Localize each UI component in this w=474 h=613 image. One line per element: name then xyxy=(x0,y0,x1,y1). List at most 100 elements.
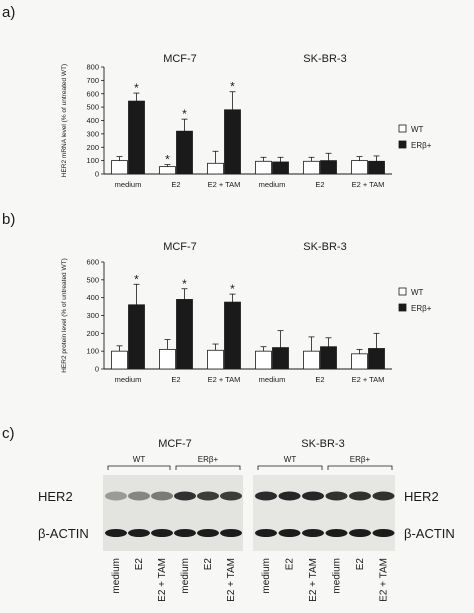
group-title: SK-BR-3 xyxy=(303,53,346,65)
x-tick-label: E2 + TAM xyxy=(208,375,241,384)
y-tick-label: 100 xyxy=(86,347,99,356)
band-actin xyxy=(255,529,277,537)
significance-star: * xyxy=(182,107,187,121)
blot-cell-line-skbr3: SK-BR-3 xyxy=(301,438,344,450)
legend-label-wt: WT xyxy=(411,125,424,134)
blot-group-wt-1: WT xyxy=(133,455,146,464)
legend-swatch-erb xyxy=(398,303,407,312)
blot-bands xyxy=(105,491,395,537)
y-tick-label: 500 xyxy=(86,103,99,112)
significance-star: * xyxy=(182,277,187,291)
row-label-actin-left: β-ACTIN xyxy=(38,526,89,541)
bar-erb xyxy=(272,161,289,175)
legend-label-wt: WT xyxy=(411,288,424,297)
band-her2 xyxy=(325,491,348,501)
band-actin xyxy=(349,529,371,537)
group-title: SK-BR-3 xyxy=(303,241,346,253)
bracket-mcf7-wt xyxy=(107,465,171,470)
band-actin xyxy=(302,529,324,537)
band-actin xyxy=(278,529,301,537)
bar-wt xyxy=(207,349,224,370)
band-actin xyxy=(372,529,395,537)
bar-erb xyxy=(176,130,193,175)
bar-erb xyxy=(320,160,337,175)
bracket-skbr3-wt xyxy=(257,465,323,470)
lane-label: E2 + TAM xyxy=(308,558,319,602)
lane-label: E2 + TAM xyxy=(157,558,168,602)
y-axis-label: HER2 mRNA level (% of untreated WT) xyxy=(61,64,68,177)
y-tick-label: 600 xyxy=(86,89,99,98)
legend-label-erb: ERβ+ xyxy=(411,141,432,150)
band-her2 xyxy=(302,491,324,501)
blot-group-wt-2: WT xyxy=(284,455,297,464)
bar-wt xyxy=(207,162,224,175)
row-label-her2-left: HER2 xyxy=(38,489,73,504)
y-axis-label: HER2 protein level (% of untreated WT) xyxy=(61,258,68,373)
panel-a-label: a) xyxy=(2,4,15,21)
lane-label: E2 xyxy=(355,558,366,571)
y-tick-label: 100 xyxy=(86,156,99,165)
blot-membrane-skbr3 xyxy=(253,475,395,551)
lane-label: medium xyxy=(180,558,191,594)
bar-wt xyxy=(159,348,176,370)
y-tick-label: 500 xyxy=(86,275,99,284)
panel-b-label: b) xyxy=(2,211,15,228)
y-tick-label: 700 xyxy=(86,76,99,85)
bar-erb xyxy=(272,347,289,370)
x-tick-label: E2 xyxy=(171,180,180,189)
bar-wt xyxy=(111,350,128,370)
lane-label: medium xyxy=(111,558,122,594)
y-tick-label: 800 xyxy=(86,63,99,72)
significance-star: * xyxy=(134,81,139,95)
y-tick-label: 600 xyxy=(86,258,99,267)
y-tick-label: 0 xyxy=(95,365,99,374)
y-tick-label: 400 xyxy=(86,293,99,302)
bar-wt xyxy=(255,160,272,175)
band-actin xyxy=(325,529,348,537)
band-her2 xyxy=(220,491,242,501)
x-tick-label: medium xyxy=(259,180,286,189)
bar-erb xyxy=(224,301,241,370)
band-actin xyxy=(174,529,196,537)
panel-c-label: c) xyxy=(2,425,15,442)
x-tick-label: E2 + TAM xyxy=(208,180,241,189)
blot-group-erb-1: ERβ+ xyxy=(198,455,219,464)
bar-erb xyxy=(224,109,241,175)
blot-group-erb-2: ERβ+ xyxy=(350,455,371,464)
x-tick-label: E2 + TAM xyxy=(352,180,385,189)
significance-star: * xyxy=(230,282,235,296)
x-tick-label: medium xyxy=(115,375,142,384)
legend-swatch-wt xyxy=(398,287,407,296)
y-tick-label: 0 xyxy=(95,170,99,179)
western-blot-panel: MCF-7 SK-BR-3 WT ERβ+ WT ERβ+ HER2 β-ACT… xyxy=(38,438,455,602)
legend-swatch-erb xyxy=(398,140,407,149)
blot-lane-labels: medium E2 E2 + TAM medium E2 E2 + TAM medium E2… xyxy=(111,558,390,602)
lane-label: medium xyxy=(332,558,343,594)
band-actin xyxy=(220,529,242,537)
band-her2 xyxy=(105,491,127,501)
bar-erb xyxy=(176,299,193,370)
y-tick-label: 300 xyxy=(86,311,99,320)
bar-wt xyxy=(351,353,368,370)
band-her2 xyxy=(128,491,150,501)
row-label-her2-right: HER2 xyxy=(404,489,439,504)
chart-panel-a: MCF-7 SK-BR-3 0 100 200 300 400 500 600 700 800 HER… xyxy=(61,53,432,189)
bar-wt xyxy=(111,160,128,175)
blot-membrane-mcf7 xyxy=(103,475,243,551)
lane-label: E2 + TAM xyxy=(226,558,237,602)
group-title: MCF-7 xyxy=(163,241,197,253)
bar-erb xyxy=(320,346,337,370)
band-actin xyxy=(197,529,219,537)
bar-erb xyxy=(128,100,145,175)
lane-label: E2 + TAM xyxy=(379,558,390,602)
band-her2 xyxy=(349,491,371,501)
band-her2 xyxy=(278,491,301,501)
band-her2 xyxy=(255,491,277,501)
x-tick-label: E2 xyxy=(171,375,180,384)
lane-label: E2 xyxy=(203,558,214,571)
bar-wt xyxy=(351,160,368,175)
band-actin xyxy=(151,529,173,537)
band-actin xyxy=(128,529,150,537)
significance-star: * xyxy=(134,272,139,286)
